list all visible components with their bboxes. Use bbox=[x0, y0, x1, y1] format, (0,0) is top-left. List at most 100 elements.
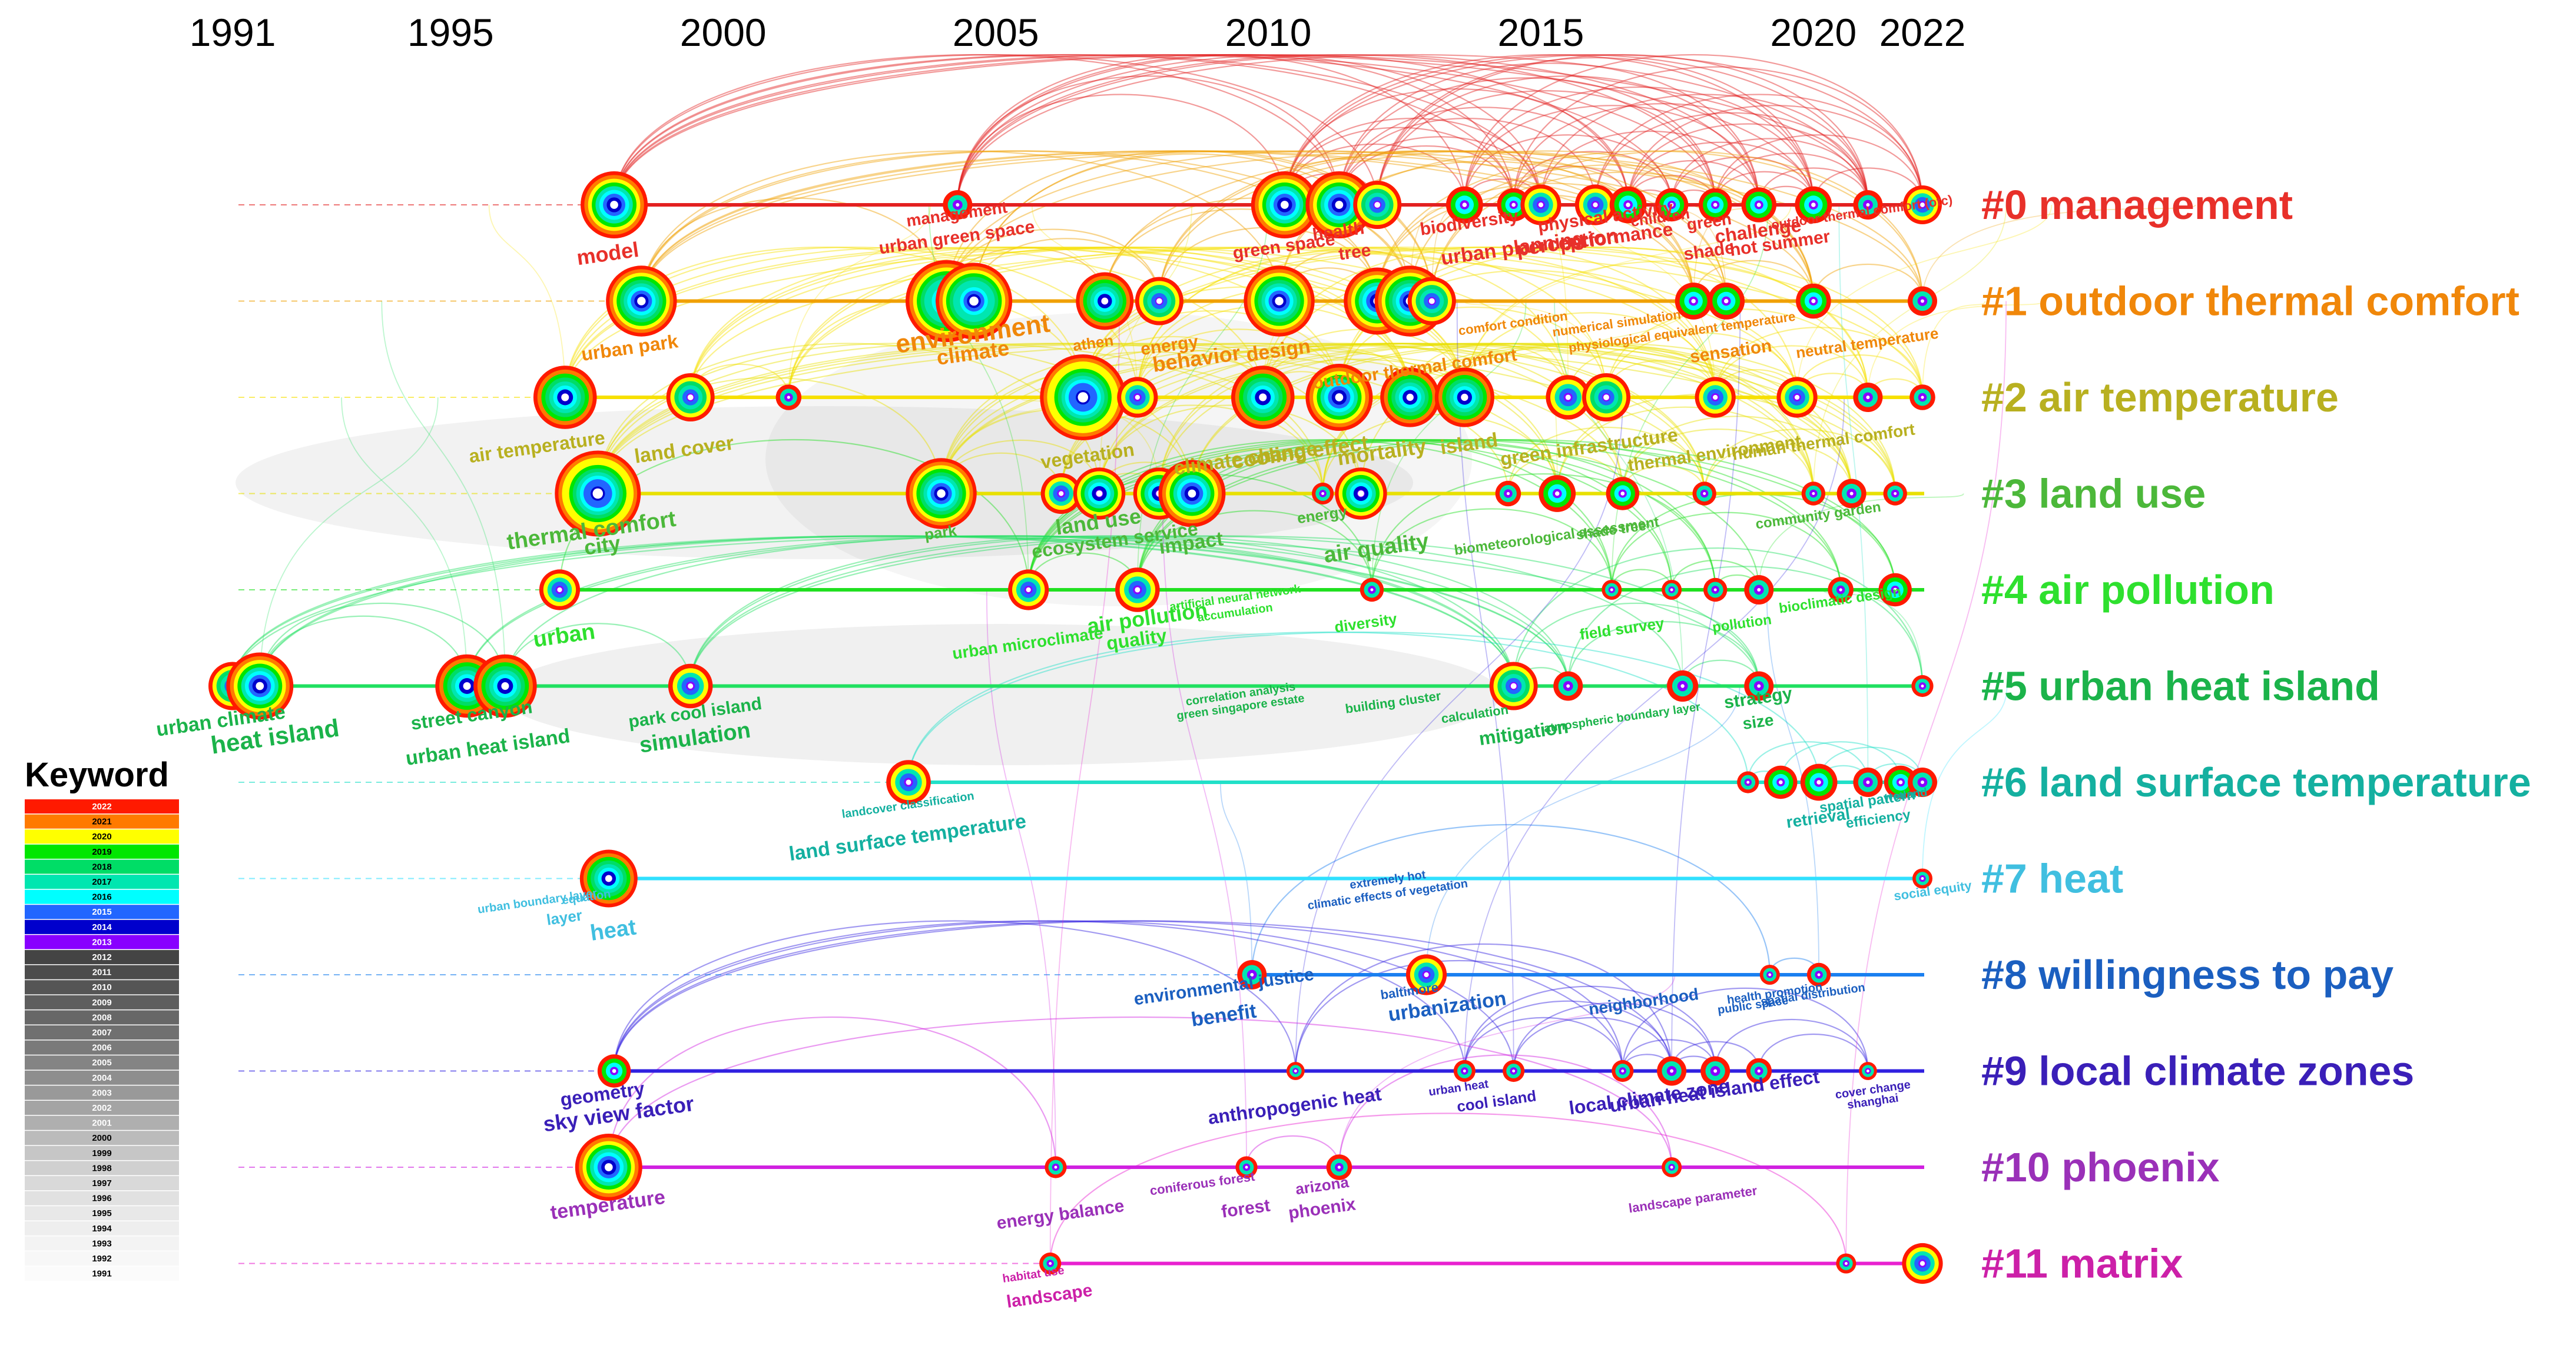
keyword-node[interactable] bbox=[1859, 1062, 1877, 1080]
keyword-node[interactable] bbox=[1737, 771, 1759, 793]
keyword-node[interactable] bbox=[533, 366, 597, 429]
keyword-node[interactable] bbox=[1405, 954, 1447, 995]
keyword-node[interactable] bbox=[1117, 377, 1158, 418]
keyword-node[interactable] bbox=[1503, 1060, 1525, 1082]
keyword-node[interactable] bbox=[1045, 1156, 1067, 1178]
keyword-node[interactable] bbox=[1878, 573, 1912, 607]
keyword-node[interactable] bbox=[1453, 1060, 1476, 1082]
keyword-node[interactable] bbox=[1582, 373, 1631, 421]
keyword-node[interactable] bbox=[1759, 965, 1780, 985]
keyword-node[interactable] bbox=[1539, 475, 1576, 512]
keyword-node[interactable] bbox=[1836, 1253, 1856, 1274]
keyword-node[interactable] bbox=[1795, 186, 1832, 224]
keyword-node[interactable] bbox=[1692, 481, 1716, 506]
keyword-node[interactable] bbox=[1662, 580, 1682, 600]
keyword-node[interactable] bbox=[906, 458, 977, 529]
keyword-node[interactable] bbox=[1828, 577, 1854, 603]
keyword-node[interactable] bbox=[1008, 569, 1049, 610]
keyword-node[interactable] bbox=[1546, 375, 1591, 420]
keyword-node[interactable] bbox=[666, 373, 715, 421]
keyword-node[interactable] bbox=[1836, 479, 1866, 509]
keyword-node[interactable] bbox=[1489, 662, 1538, 710]
keyword-node[interactable] bbox=[1553, 671, 1583, 701]
keyword-node[interactable] bbox=[1853, 190, 1883, 220]
keyword-node[interactable] bbox=[1606, 477, 1640, 510]
keyword-node[interactable] bbox=[1602, 580, 1622, 600]
keyword-node[interactable] bbox=[1700, 1056, 1730, 1086]
keyword-node[interactable] bbox=[1744, 575, 1774, 605]
keyword-node[interactable] bbox=[1380, 367, 1440, 427]
keyword-node[interactable] bbox=[1801, 481, 1826, 506]
keyword-node[interactable] bbox=[1675, 283, 1712, 320]
keyword-node[interactable] bbox=[1231, 366, 1295, 429]
keyword-node[interactable] bbox=[539, 569, 581, 610]
keyword-node[interactable] bbox=[1305, 364, 1373, 431]
keyword-node[interactable] bbox=[1708, 283, 1745, 320]
keyword-node[interactable] bbox=[1883, 481, 1907, 506]
keyword-node[interactable] bbox=[1040, 473, 1082, 514]
keyword-node[interactable] bbox=[1744, 671, 1774, 701]
keyword-node[interactable] bbox=[1360, 577, 1384, 602]
keyword-node[interactable] bbox=[1853, 383, 1883, 412]
keyword-node[interactable] bbox=[1800, 763, 1838, 801]
keyword-node[interactable] bbox=[1908, 768, 1937, 797]
keyword-node[interactable] bbox=[1115, 567, 1160, 612]
keyword-node[interactable] bbox=[1312, 482, 1334, 505]
keyword-node[interactable] bbox=[1574, 184, 1616, 225]
keyword-node[interactable] bbox=[1746, 1058, 1772, 1084]
keyword-node[interactable] bbox=[1908, 286, 1937, 316]
keyword-node[interactable] bbox=[1667, 670, 1699, 702]
keyword-node[interactable] bbox=[1612, 1060, 1634, 1082]
keyword-node[interactable] bbox=[1497, 188, 1530, 222]
keyword-node[interactable] bbox=[1158, 460, 1226, 527]
keyword-node[interactable] bbox=[1695, 377, 1736, 418]
keyword-node[interactable] bbox=[1912, 868, 1932, 889]
keyword-node[interactable] bbox=[1903, 185, 1942, 224]
keyword-node[interactable] bbox=[1764, 765, 1798, 799]
keyword-node[interactable] bbox=[1902, 1243, 1943, 1284]
keyword-node[interactable] bbox=[1520, 184, 1561, 225]
keyword-node[interactable] bbox=[1703, 577, 1728, 602]
keyword-node[interactable] bbox=[581, 171, 648, 238]
keyword-node[interactable] bbox=[1909, 384, 1935, 410]
keyword-node[interactable] bbox=[1911, 675, 1934, 698]
keyword-node[interactable] bbox=[1335, 467, 1387, 520]
keyword-node[interactable] bbox=[1884, 765, 1918, 799]
keyword-node[interactable] bbox=[473, 654, 537, 718]
keyword-node[interactable] bbox=[575, 1134, 642, 1201]
keyword-node[interactable] bbox=[1076, 272, 1134, 330]
keyword-node[interactable] bbox=[1434, 367, 1494, 427]
keyword-node[interactable] bbox=[943, 190, 973, 220]
keyword-node[interactable] bbox=[936, 263, 1013, 340]
keyword-node[interactable] bbox=[1655, 188, 1689, 222]
keyword-node[interactable] bbox=[1244, 265, 1315, 337]
keyword-node[interactable] bbox=[1135, 277, 1183, 326]
keyword-node[interactable] bbox=[226, 652, 294, 720]
keyword-node[interactable] bbox=[1235, 1156, 1258, 1178]
keyword-node[interactable] bbox=[1446, 186, 1483, 224]
keyword-node[interactable] bbox=[1806, 962, 1831, 987]
keyword-node[interactable] bbox=[1286, 1062, 1305, 1080]
keyword-node[interactable] bbox=[886, 760, 931, 805]
keyword-node[interactable] bbox=[1039, 1252, 1062, 1275]
keyword-node[interactable] bbox=[1657, 1056, 1687, 1086]
keyword-node[interactable] bbox=[1353, 181, 1402, 229]
keyword-node[interactable] bbox=[1609, 186, 1647, 224]
keyword-node[interactable] bbox=[597, 1054, 631, 1088]
keyword-node[interactable] bbox=[1853, 768, 1883, 797]
keyword-node[interactable] bbox=[579, 849, 638, 908]
keyword-node[interactable] bbox=[1407, 277, 1456, 326]
keyword-node[interactable] bbox=[1776, 377, 1818, 418]
keyword-node[interactable] bbox=[1326, 1154, 1352, 1180]
keyword-node[interactable] bbox=[1251, 171, 1318, 238]
keyword-node[interactable] bbox=[1237, 960, 1267, 989]
keyword-node[interactable] bbox=[1662, 1157, 1682, 1177]
keyword-node[interactable] bbox=[555, 450, 641, 537]
keyword-node[interactable] bbox=[1796, 283, 1831, 319]
keyword-node[interactable] bbox=[1073, 467, 1126, 520]
keyword-node[interactable] bbox=[668, 663, 713, 709]
keyword-node[interactable] bbox=[1698, 188, 1732, 222]
keyword-node[interactable] bbox=[606, 265, 677, 337]
keyword-node[interactable] bbox=[1040, 354, 1126, 440]
keyword-node[interactable] bbox=[1741, 187, 1777, 222]
